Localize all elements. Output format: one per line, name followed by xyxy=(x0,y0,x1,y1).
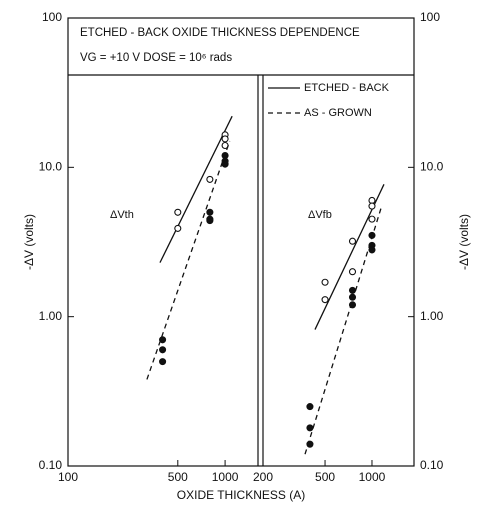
data-point xyxy=(159,336,167,344)
data-point xyxy=(348,268,357,276)
data-point xyxy=(221,135,229,143)
data-point xyxy=(174,208,182,216)
data-point xyxy=(159,358,167,366)
data-point xyxy=(321,278,329,286)
plot-frame xyxy=(67,17,415,467)
data-point xyxy=(321,296,329,304)
legend-label: ETCHED - BACK xyxy=(304,82,390,94)
data-point xyxy=(368,202,376,210)
y-axis-label: -ΔV (volts) xyxy=(457,214,471,270)
x-tick-label: 1000 xyxy=(359,470,386,484)
chart-title: ETCHED - BACK OXIDE THICKNESS DEPENDENCE xyxy=(80,27,360,39)
data-point xyxy=(221,160,229,168)
x-tick-label: 200 xyxy=(253,470,273,484)
fit-line xyxy=(146,140,231,380)
data-point xyxy=(306,440,314,448)
data-point xyxy=(159,346,167,354)
data-point xyxy=(206,208,214,216)
y-tick-label: 0.10 xyxy=(39,458,63,472)
data-point xyxy=(348,237,357,245)
x-axis-label: OXIDE THICKNESS (A) xyxy=(177,488,305,502)
annotation: ΔVth xyxy=(110,209,134,221)
data-point xyxy=(368,215,376,223)
x-tick-label: 500 xyxy=(315,470,335,484)
y-tick-label: 10.0 xyxy=(420,160,444,174)
chart-subtitle: VG = +10 V DOSE = 10⁶ rads xyxy=(80,52,232,64)
y-tick-label: 10.0 xyxy=(39,160,63,174)
legend-label: AS - GROWN xyxy=(304,107,372,119)
fit-line xyxy=(159,115,233,263)
data-point xyxy=(206,175,214,183)
y-tick-label: 0.10 xyxy=(420,458,444,472)
data-point xyxy=(348,301,357,309)
y-tick-label: 1.00 xyxy=(420,309,444,323)
data-point xyxy=(306,424,314,432)
data-point xyxy=(368,246,376,254)
x-tick-label: 100 xyxy=(58,470,78,484)
data-point xyxy=(348,286,357,294)
x-tick-label: 1000 xyxy=(212,470,239,484)
annotation: ΔVfb xyxy=(308,209,332,221)
data-point xyxy=(348,293,357,301)
data-point xyxy=(368,231,376,239)
data-point xyxy=(306,403,314,411)
y-axis-label: -ΔV (volts) xyxy=(22,214,36,270)
y-tick-label: 100 xyxy=(420,10,440,24)
y-tick-label: 100 xyxy=(42,10,62,24)
data-point xyxy=(206,217,214,225)
data-point xyxy=(174,224,182,232)
x-tick-label: 500 xyxy=(168,470,188,484)
y-tick-label: 1.00 xyxy=(39,309,63,323)
